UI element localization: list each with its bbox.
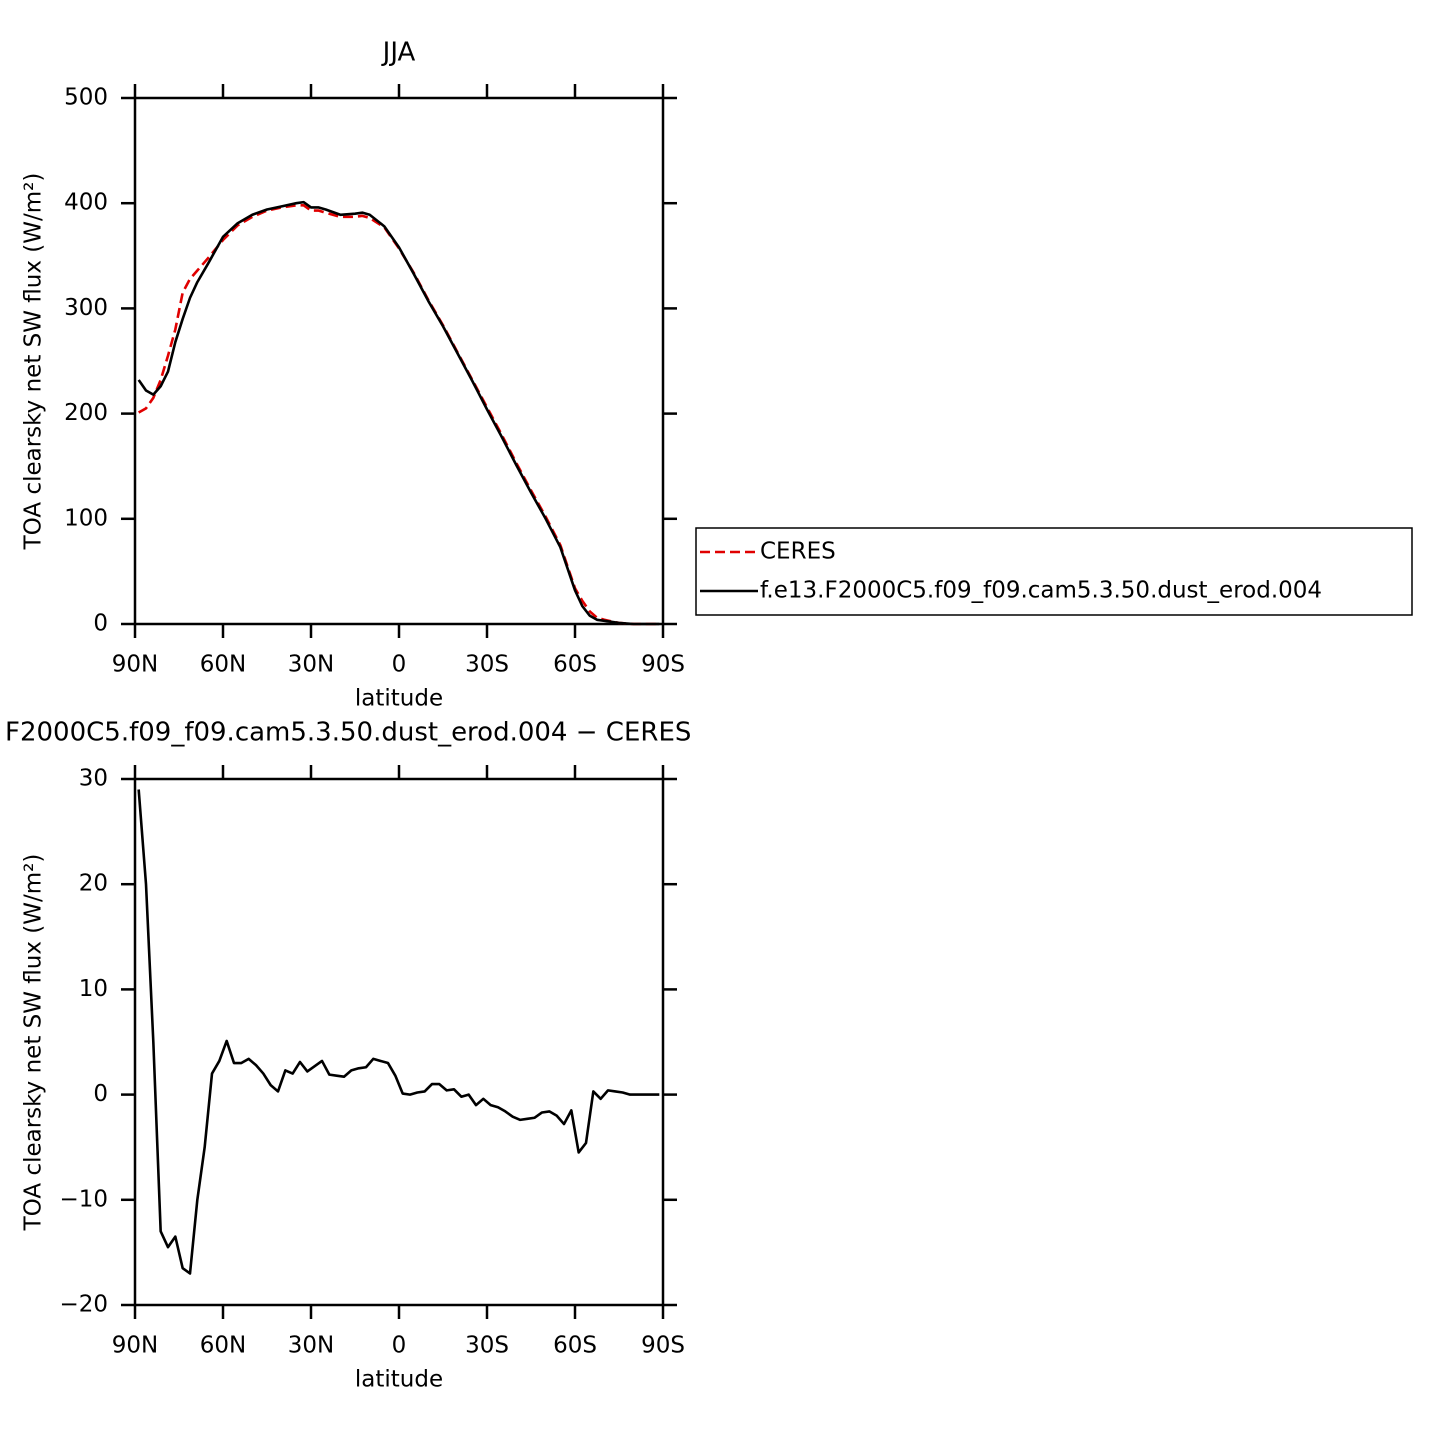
y-tick-label: −20 <box>59 1292 108 1318</box>
x-tick-label: 90N <box>112 652 158 678</box>
x-axis-label: latitude <box>355 1367 443 1393</box>
y-tick-label: 300 <box>64 295 108 321</box>
x-tick-label: 60N <box>200 652 246 678</box>
y-tick-label: 30 <box>79 766 108 792</box>
x-tick-label: 60S <box>553 652 597 678</box>
plot-frame <box>133 96 665 626</box>
y-tick-label: 20 <box>79 871 108 897</box>
y-tick-label: −10 <box>59 1186 108 1212</box>
x-tick-label: 90S <box>641 652 685 678</box>
y-tick-label: 100 <box>64 505 108 531</box>
x-axis-label: latitude <box>355 686 443 712</box>
legend-label: CERES <box>760 539 836 565</box>
x-tick-label: 0 <box>392 652 407 678</box>
x-tick-label: 30S <box>465 1333 509 1359</box>
x-tick-label: 90S <box>641 1333 685 1359</box>
x-tick-label: 30N <box>288 652 334 678</box>
plot-frame <box>133 777 665 1307</box>
x-tick-label: 90N <box>112 1333 158 1359</box>
data-line <box>137 200 660 626</box>
chart-title: F2000C5.f09_f09.cam5.3.50.dust_erod.004 … <box>5 718 691 748</box>
data-line <box>137 789 660 1275</box>
chart-title: JJA <box>381 38 416 68</box>
y-tick-label: 500 <box>64 85 108 111</box>
y-tick-label: 0 <box>93 611 108 637</box>
y-tick-label: 10 <box>79 976 108 1002</box>
data-line <box>138 204 660 626</box>
y-axis-label: TOA clearsky net SW flux (W/m²) <box>21 854 47 1232</box>
y-tick-label: 200 <box>64 400 108 426</box>
x-tick-label: 0 <box>392 1333 407 1359</box>
x-tick-label: 30N <box>288 1333 334 1359</box>
y-tick-label: 0 <box>93 1081 108 1107</box>
legend-box <box>695 527 1413 616</box>
y-axis-label: TOA clearsky net SW flux (W/m²) <box>21 173 47 551</box>
y-tick-label: 400 <box>64 190 108 216</box>
legend-label: f.e13.F2000C5.f09_f09.cam5.3.50.dust_ero… <box>760 578 1322 604</box>
x-tick-label: 60N <box>200 1333 246 1359</box>
x-tick-label: 30S <box>465 652 509 678</box>
x-tick-label: 60S <box>553 1333 597 1359</box>
